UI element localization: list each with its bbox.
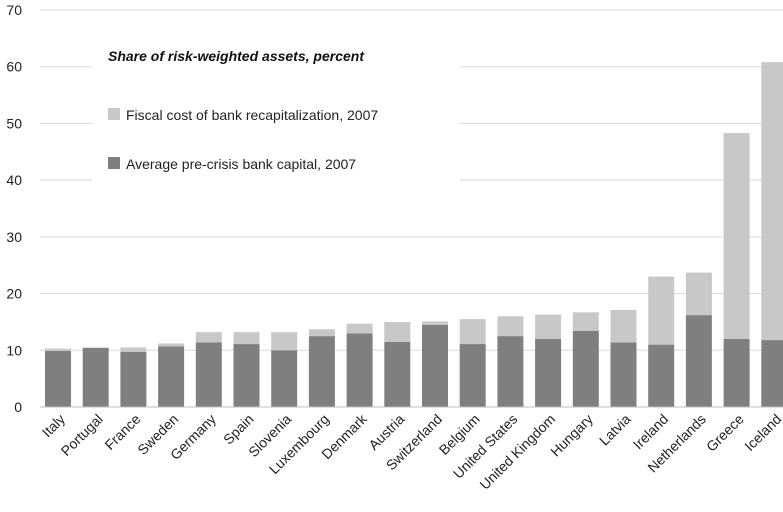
bar-recap-austria xyxy=(384,321,411,342)
y-tick-label: 50 xyxy=(6,115,22,131)
bar-capital-iceland xyxy=(761,340,783,407)
chart-title: Share of risk-weighted assets, percent xyxy=(108,48,365,64)
legend-swatch-capital xyxy=(108,157,120,169)
bar-capital-luxembourg xyxy=(308,336,335,407)
bar-recap-sweden xyxy=(158,343,185,347)
bar-recap-portugal xyxy=(82,347,109,349)
y-tick-label: 30 xyxy=(6,229,22,245)
x-tick-label: Hungary xyxy=(547,411,596,460)
bar-capital-latvia xyxy=(610,342,637,407)
bar-capital-portugal xyxy=(82,348,109,407)
bar-recap-belgium xyxy=(459,319,486,345)
bar-recap-united-states xyxy=(497,316,524,337)
y-tick-label: 70 xyxy=(6,2,22,18)
bar-recap-hungary xyxy=(572,312,599,332)
y-axis-ticks: 0 10 20 30 40 50 60 70 xyxy=(6,2,22,415)
bar-recap-ireland xyxy=(648,276,675,345)
bar-capital-netherlands xyxy=(685,315,712,407)
bar-recap-iceland xyxy=(761,62,783,341)
y-tick-label: 0 xyxy=(14,399,22,415)
bar-recap-france xyxy=(120,347,147,352)
bar-capital-austria xyxy=(384,341,411,407)
legend-swatch-recap xyxy=(108,108,120,120)
bar-capital-united-kingdom xyxy=(535,338,562,407)
bar-capital-slovenia xyxy=(271,350,298,407)
x-tick-label: Iceland xyxy=(741,411,783,454)
legend-background xyxy=(92,36,460,186)
y-tick-label: 40 xyxy=(6,172,22,188)
y-tick-label: 10 xyxy=(6,342,22,358)
legend-label-capital: Average pre-crisis bank capital, 2007 xyxy=(126,156,356,172)
bar-capital-hungary xyxy=(572,331,599,407)
bar-recap-italy xyxy=(45,348,71,351)
bar-capital-ireland xyxy=(648,344,675,407)
bar-recap-latvia xyxy=(610,310,637,343)
bar-recap-greece xyxy=(723,133,750,339)
bar-recap-germany xyxy=(195,332,222,343)
y-tick-label: 60 xyxy=(6,59,22,75)
bar-capital-greece xyxy=(723,338,750,407)
bar-recap-luxembourg xyxy=(308,329,335,337)
bar-capital-denmark xyxy=(346,333,373,407)
legend-label-recap: Fiscal cost of bank recapitalization, 20… xyxy=(126,107,378,123)
bar-recap-spain xyxy=(233,332,260,345)
x-tick-label: Italy xyxy=(39,411,68,440)
bar-capital-italy xyxy=(45,350,71,407)
bar-recap-denmark xyxy=(346,323,373,334)
x-tick-label: Latvia xyxy=(596,411,634,449)
y-tick-label: 20 xyxy=(6,286,22,302)
bar-recap-slovenia xyxy=(271,332,298,351)
bar-capital-united-states xyxy=(497,336,524,407)
bar-recap-netherlands xyxy=(685,272,712,316)
bar-recap-united-kingdom xyxy=(535,314,562,339)
bar-capital-belgium xyxy=(459,344,486,407)
x-tick-label: Greece xyxy=(703,411,747,455)
bar-recap-switzerland xyxy=(422,321,448,325)
bar-capital-sweden xyxy=(158,346,185,407)
bar-capital-germany xyxy=(195,342,222,407)
bar-capital-switzerland xyxy=(422,324,448,407)
legend: Fiscal cost of bank recapitalization, 20… xyxy=(108,107,378,172)
bars xyxy=(45,62,783,407)
bar-capital-spain xyxy=(233,344,260,407)
x-tick-label: Portugal xyxy=(58,411,106,459)
bar-capital-france xyxy=(120,351,147,407)
